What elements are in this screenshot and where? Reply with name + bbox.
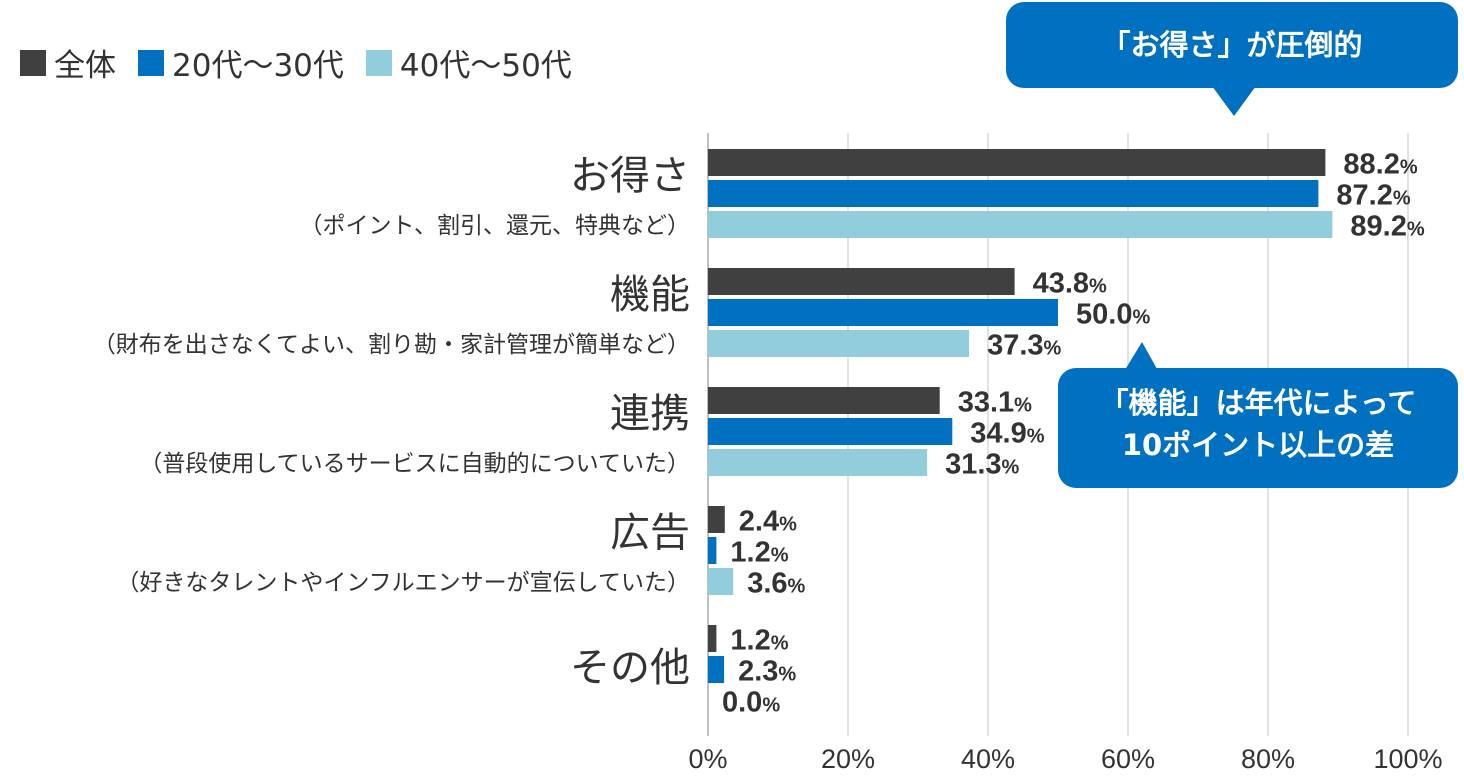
value-label: 1.2%: [730, 625, 788, 657]
category-label: 機能: [610, 272, 690, 318]
x-tick-label: 100%: [1373, 744, 1442, 774]
bar: [708, 537, 717, 564]
bar: [708, 387, 940, 414]
callout-value-emphasis: 「お得さ」が圧倒的: [1006, 2, 1458, 88]
value-label: 33.1%: [958, 387, 1032, 419]
category-label: 広告: [610, 510, 690, 556]
callout-function-gap: 「機能」は年代によって 10ポイント以上の差: [1058, 368, 1458, 488]
bar: [708, 211, 1333, 238]
value-label: 50.0%: [1076, 299, 1150, 331]
legend-item-40s-50s: 40代〜50代: [365, 40, 572, 85]
bar: [708, 180, 1319, 207]
bar: [708, 330, 970, 357]
callout-function-line1: 「機能」は年代によって: [1099, 386, 1417, 420]
callout-value-text: 「お得さ」が圧倒的: [1101, 28, 1363, 62]
callout-value-tail: [1212, 86, 1256, 116]
category-label: その他: [570, 645, 690, 691]
value-label: 31.3%: [945, 449, 1019, 481]
category-note: （普段使用しているサービスに自動的についていた）: [139, 451, 690, 477]
value-label: 2.4%: [739, 506, 797, 538]
value-label: 89.2%: [1350, 211, 1424, 243]
legend-label-40s-50s: 40代〜50代: [399, 48, 572, 84]
value-label: 0.0%: [722, 687, 780, 719]
legend-swatch-40s-50s: [365, 49, 392, 76]
value-label: 3.6%: [747, 568, 805, 600]
bar: [708, 568, 734, 595]
bar: [708, 449, 928, 476]
bar: [708, 418, 953, 445]
legend-label-20s-30s: 20代〜30代: [172, 48, 344, 84]
legend-label-all: 全体: [54, 48, 116, 84]
category-note: （財布を出さなくてよい、割り勘・家計管理が簡単など）: [93, 332, 690, 358]
bar: [708, 656, 725, 683]
value-label: 88.2%: [1343, 149, 1417, 181]
legend-swatch-20s-30s: [138, 49, 164, 76]
value-label: 87.2%: [1336, 180, 1410, 212]
bar: [708, 149, 1326, 176]
value-label: 37.3%: [987, 330, 1061, 362]
value-label: 1.2%: [730, 537, 788, 569]
category-note: （好きなタレントやインフルエンサーが宣伝していた）: [116, 570, 690, 596]
category-note: （ポイント、割引、還元、特典など）: [299, 213, 690, 239]
chart-legend: 全体 20代〜30代 40代〜50代: [20, 40, 594, 85]
legend-item-20s-30s: 20代〜30代: [138, 40, 344, 85]
x-tick-label: 40%: [961, 744, 1015, 774]
legend-item-all: 全体: [20, 40, 116, 85]
bar: [708, 299, 1058, 326]
bar: [708, 625, 717, 652]
callout-function-tail: [1120, 342, 1162, 378]
callout-function-line2: 10ポイント以上の差: [1121, 428, 1395, 463]
value-label: 34.9%: [970, 418, 1044, 450]
x-tick-label: 80%: [1241, 744, 1295, 774]
category-label: お得さ: [570, 153, 690, 199]
bar: [708, 506, 725, 533]
legend-swatch-all: [20, 49, 46, 76]
category-label: 連携: [610, 391, 690, 437]
bar: [708, 268, 1015, 295]
x-tick-label: 0%: [688, 744, 727, 774]
value-label: 43.8%: [1033, 268, 1107, 300]
x-tick-label: 60%: [1101, 744, 1155, 774]
x-tick-label: 20%: [821, 744, 875, 774]
value-label: 2.3%: [738, 656, 796, 688]
